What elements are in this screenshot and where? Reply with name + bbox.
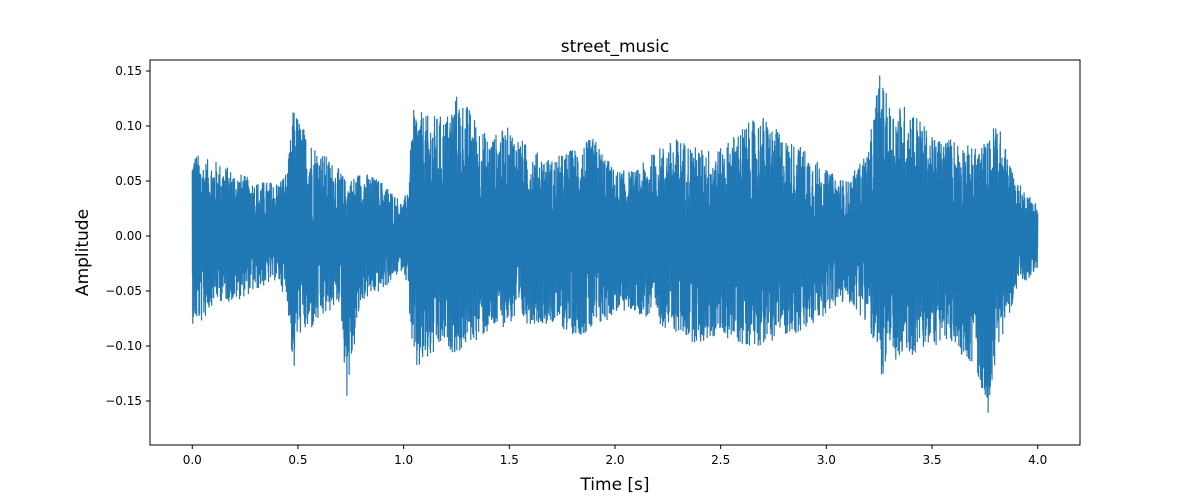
x-tick-label: 0.5 xyxy=(288,453,307,467)
y-tick-label: −0.15 xyxy=(105,394,142,408)
y-tick-label: 0.15 xyxy=(115,64,142,78)
x-tick-label: 0.0 xyxy=(183,453,202,467)
x-tick-label: 3.5 xyxy=(922,453,941,467)
y-tick-label: −0.10 xyxy=(105,339,142,353)
x-tick-label: 2.5 xyxy=(711,453,730,467)
x-axis-label: Time [s] xyxy=(579,475,649,495)
y-tick-label: −0.05 xyxy=(105,284,142,298)
plot-frame xyxy=(149,59,1081,446)
x-tick-label: 3.0 xyxy=(817,453,836,467)
x-axis: 0.0 0.5 1.0 1.5 2.0 2.5 3.0 3.5 4.0 xyxy=(183,445,1047,467)
y-tick-label: 0.00 xyxy=(115,229,142,243)
y-tick-label: 0.05 xyxy=(115,174,142,188)
x-tick-label: 4.0 xyxy=(1028,453,1047,467)
x-tick-label: 1.0 xyxy=(394,453,413,467)
chart-title: street_music xyxy=(561,37,669,57)
x-tick-label: 1.5 xyxy=(500,453,519,467)
y-tick-label: 0.10 xyxy=(115,119,142,133)
waveform-line xyxy=(191,75,1039,413)
y-axis: −0.15 −0.10 −0.05 0.00 0.05 0.10 0.15 xyxy=(105,64,150,408)
plot-area xyxy=(191,75,1039,413)
x-tick-label: 2.0 xyxy=(605,453,624,467)
y-axis-label: Amplitude xyxy=(73,209,93,296)
